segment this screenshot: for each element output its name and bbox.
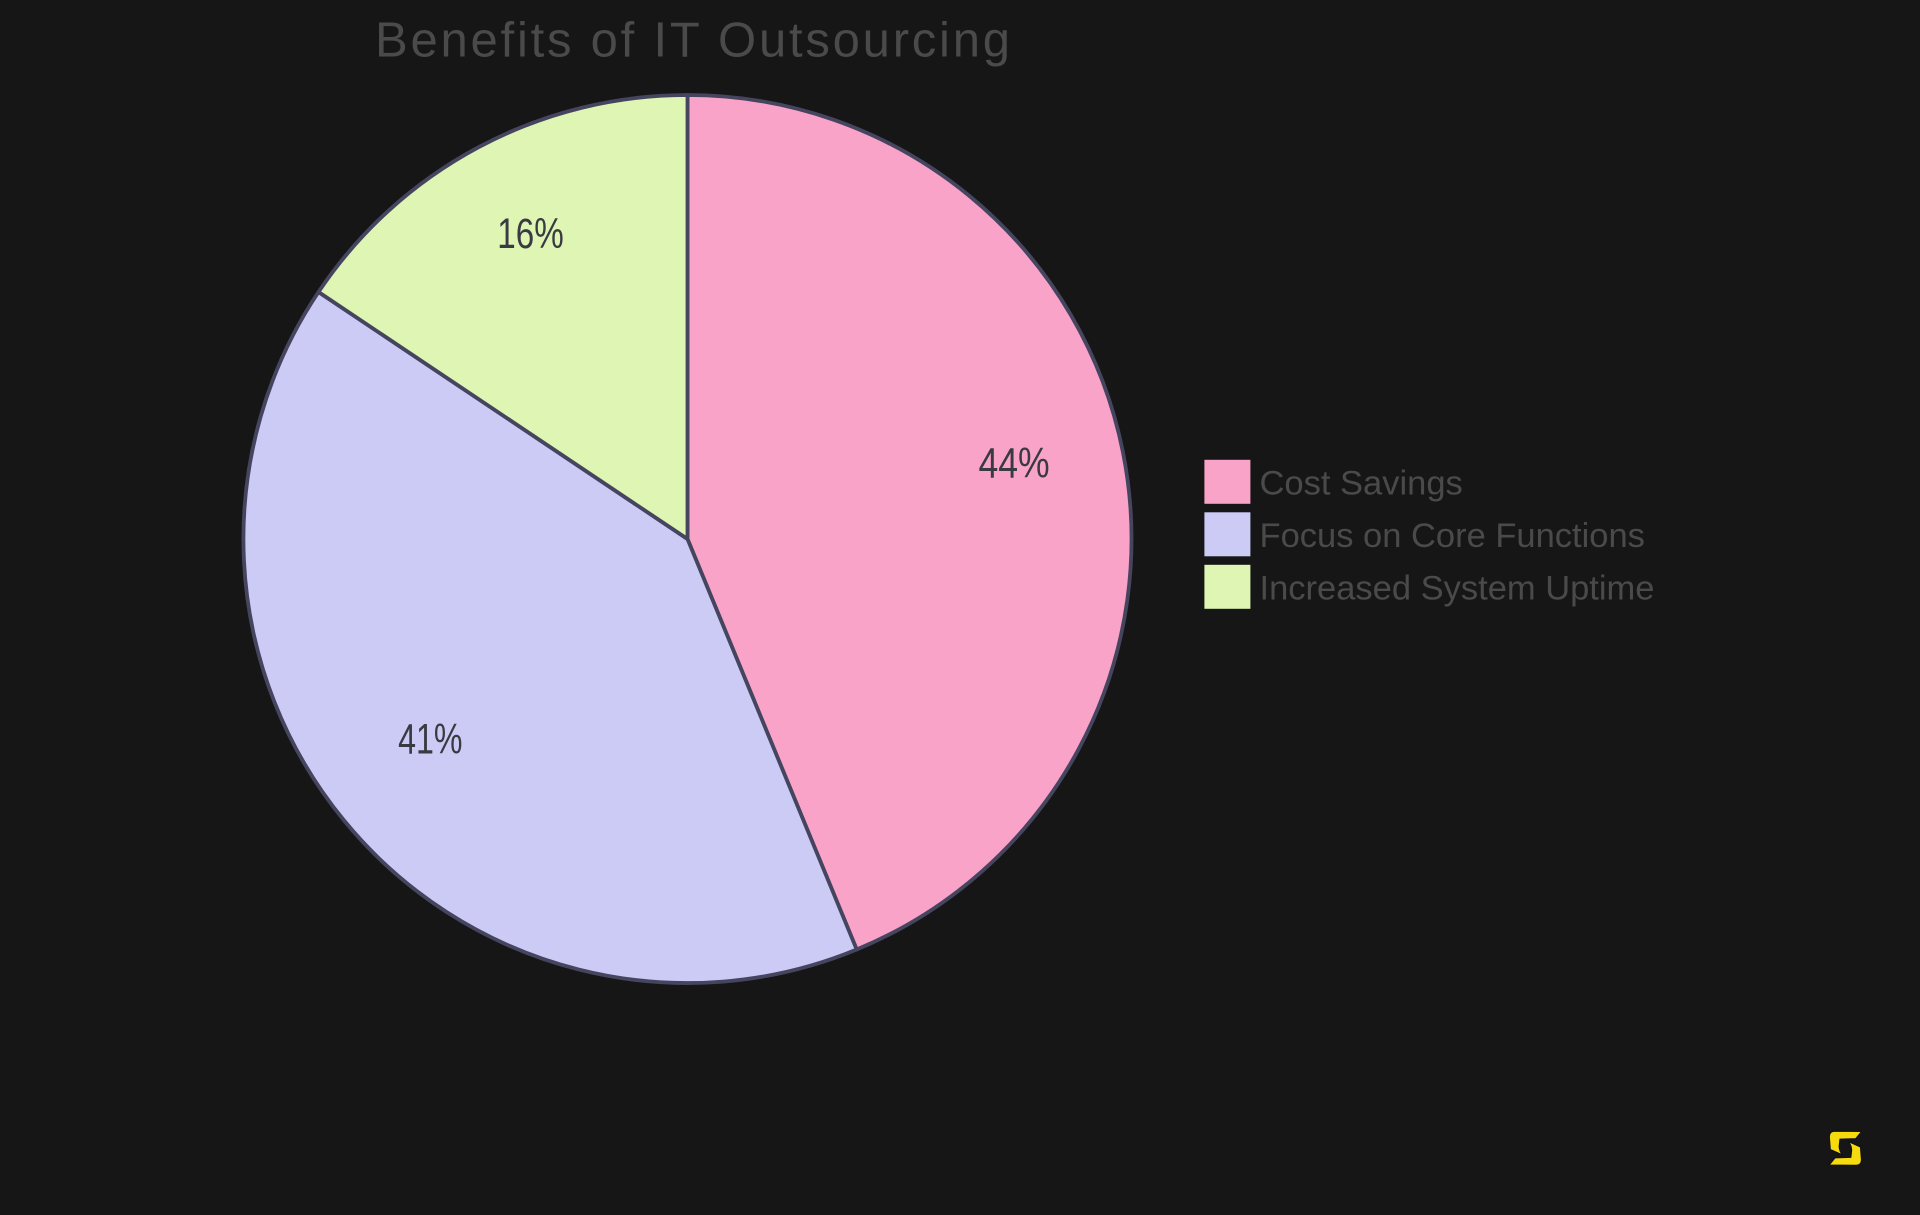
svg-text:41%: 41% — [398, 716, 462, 764]
svg-text:Cost Savings: Cost Savings — [1260, 465, 1463, 503]
svg-text:Benefits of IT Outsourcing: Benefits of IT Outsourcing — [375, 13, 1010, 67]
svg-text:44%: 44% — [978, 439, 1049, 487]
svg-text:Focus on Core Functions: Focus on Core Functions — [1260, 517, 1645, 555]
svg-text:Increased System Uptime: Increased System Uptime — [1260, 570, 1655, 608]
svg-text:16%: 16% — [497, 210, 563, 258]
